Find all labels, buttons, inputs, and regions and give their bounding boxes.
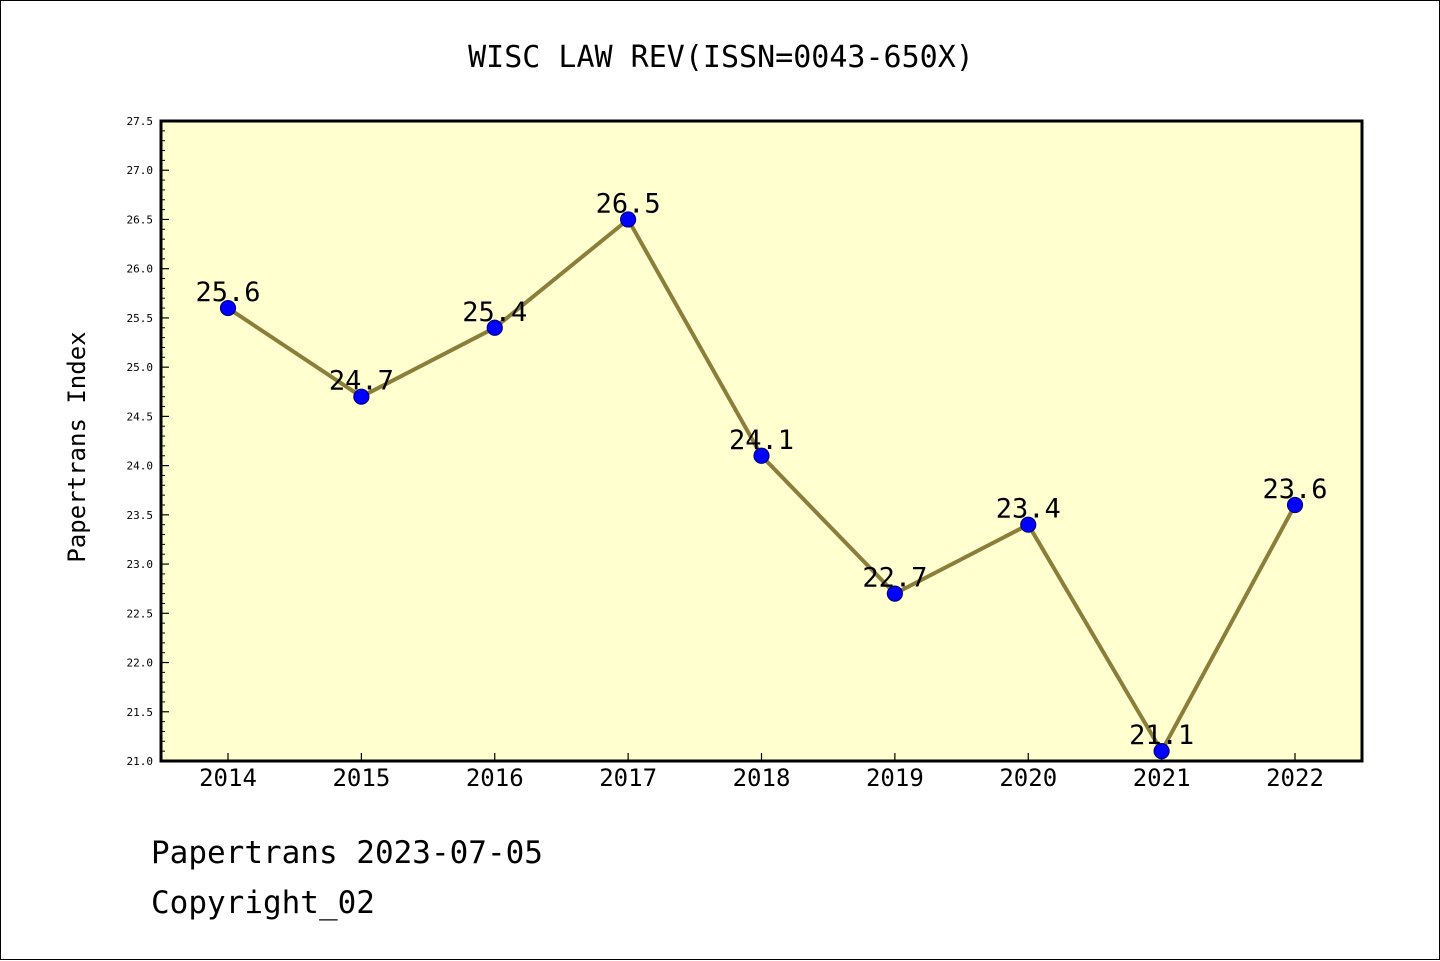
x-tick-label: 2021	[1133, 764, 1191, 792]
x-tick-label: 2014	[199, 764, 257, 792]
y-tick-label: 23.0	[127, 558, 154, 571]
data-point	[1153, 743, 1170, 760]
x-tick-label: 2018	[733, 764, 791, 792]
y-tick-label: 24.5	[127, 410, 154, 423]
y-tick-label: 26.5	[127, 213, 154, 226]
x-tick-label: 2022	[1266, 764, 1324, 792]
y-tick-label: 22.0	[127, 657, 154, 670]
data-label: 21.1	[1129, 720, 1194, 751]
y-tick-label: 25.0	[127, 361, 154, 374]
data-label: 25.6	[195, 277, 260, 308]
data-label: 24.1	[729, 425, 794, 456]
data-points	[219, 211, 1304, 760]
footer-date-text: Papertrans 2023-07-05	[151, 835, 543, 871]
data-label: 22.7	[862, 563, 927, 594]
data-point	[620, 211, 637, 228]
data-labels: 25.6 24.7 25.4 26.5 24.1 22.7 23.4 21.1 23.6	[195, 188, 1327, 751]
data-label: 23.6	[1262, 474, 1327, 505]
x-tick-label: 2015	[332, 764, 390, 792]
y-tick-label: 27.5	[127, 115, 154, 128]
data-label: 25.4	[462, 297, 527, 328]
data-point	[1020, 516, 1037, 533]
x-tick-label: 2019	[866, 764, 924, 792]
data-point	[1286, 496, 1304, 514]
data-point	[886, 585, 903, 602]
x-tick-label: 2017	[599, 764, 657, 792]
y-axis-label: Papertrans Index	[63, 331, 91, 562]
x-axis: 2014 2015 2016 2017 2018 2019 2020 2021 2022	[199, 753, 1324, 792]
y-axis: 21.0 21.5 22.0 22.5 23.0 23.5 24.0 24.5 25.0 25.5…	[127, 115, 169, 768]
data-point	[486, 319, 503, 336]
y-tick-label: 23.5	[127, 509, 154, 522]
y-tick-label: 21.5	[127, 706, 154, 719]
y-tick-label: 27.0	[127, 164, 154, 177]
y-tick-label: 26.0	[127, 263, 154, 276]
data-label: 24.7	[329, 366, 394, 397]
x-tick-label: 2020	[999, 764, 1057, 792]
y-tick-label: 22.5	[127, 607, 154, 620]
data-point	[353, 388, 370, 405]
x-tick-label: 2016	[466, 764, 524, 792]
y-tick-label: 24.0	[127, 460, 154, 473]
y-tick-label: 21.0	[127, 755, 154, 768]
plot-area	[159, 119, 1364, 763]
data-point	[219, 299, 237, 317]
chart-title: WISC LAW REV(ISSN=0043-650X)	[468, 40, 974, 75]
data-point	[753, 447, 770, 464]
data-label: 26.5	[596, 188, 661, 219]
y-tick-label: 25.5	[127, 312, 154, 325]
data-label: 23.4	[996, 494, 1061, 525]
footer-copyright-text: Copyright_02	[151, 885, 375, 921]
